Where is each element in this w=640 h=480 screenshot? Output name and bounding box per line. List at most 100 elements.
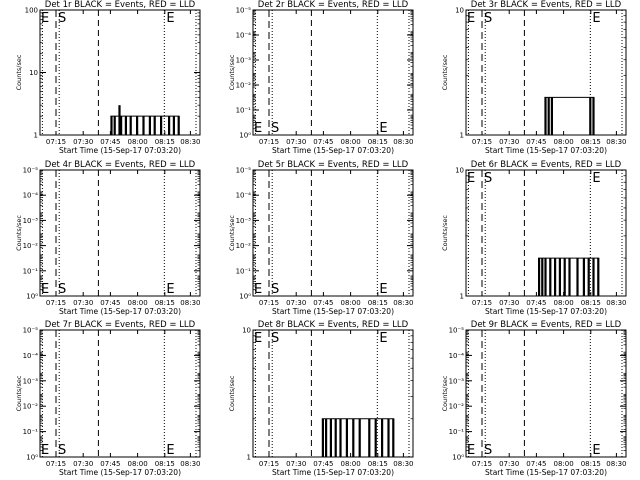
event-bar [358, 418, 361, 457]
y-tick-label: 10⁰ [26, 454, 38, 462]
x-tick-label: 08:30 [606, 460, 626, 468]
event-bar [110, 116, 113, 135]
marker-label: S [271, 121, 279, 136]
x-tick-label: 08:15 [581, 138, 601, 146]
x-tick-label: 07:15 [46, 138, 66, 146]
plot-frame [39, 329, 201, 458]
event-bar [538, 258, 541, 296]
plot-frame [252, 329, 414, 458]
x-tick-label: 07:15 [46, 460, 66, 468]
y-tick-label: 10⁻³ [23, 377, 39, 385]
event-bar [334, 418, 337, 457]
marker-label: S [484, 11, 492, 26]
x-tick-label: 07:45 [313, 460, 333, 468]
x-axis-label: Start Time (15-Sep-17 07:03:20) [59, 146, 181, 155]
y-axis-label: Counts/sec [441, 54, 449, 90]
x-axis-label: Start Time (15-Sep-17 07:03:20) [485, 307, 607, 316]
event-bar [589, 97, 592, 135]
event-bar [597, 258, 600, 296]
plot-frame [252, 169, 414, 297]
panel-title: Det 5r BLACK = Events, RED = LLD [258, 160, 409, 170]
y-tick-label: 1 [460, 132, 464, 140]
x-tick-label: 08:30 [180, 299, 200, 307]
y-tick-label: 10⁻⁵ [449, 327, 465, 335]
y-tick-label: 10⁻¹ [23, 428, 39, 436]
marker-label: S [58, 282, 66, 297]
event-bar [339, 418, 342, 457]
y-axis-label: Counts/sec [228, 375, 236, 411]
event-bar [118, 105, 121, 135]
y-tick-label: 10 [242, 327, 251, 335]
y-tick-label: 10⁻⁴ [236, 192, 252, 200]
event-bar [160, 116, 163, 135]
marker-label: E [379, 331, 387, 346]
marker-label: E [166, 443, 174, 458]
x-tick-label: 08:00 [341, 460, 361, 468]
marker-label: E [166, 282, 174, 297]
y-tick-label: 10⁻² [449, 403, 465, 411]
x-tick-label: 07:30 [286, 460, 306, 468]
x-tick-label: 08:00 [341, 138, 361, 146]
event-bar [587, 258, 590, 296]
x-tick-label: 08:30 [393, 460, 413, 468]
event-bar [392, 418, 395, 457]
x-tick-label: 07:45 [313, 299, 333, 307]
detector-panel: Det 2r BLACK = Events, RED = LLD 07:15 07:… [228, 0, 414, 155]
y-axis-label: Counts/sec [15, 54, 23, 90]
event-bar [374, 418, 377, 457]
x-axis-label: Start Time (15-Sep-17 07:03:20) [59, 307, 181, 316]
x-tick-label: 08:15 [368, 460, 388, 468]
x-tick-label: 08:15 [155, 460, 175, 468]
y-tick-label: 10⁰ [26, 293, 38, 301]
x-tick-label: 07:30 [286, 299, 306, 307]
event-bar [352, 418, 355, 457]
marker-label: E [467, 171, 475, 186]
y-tick-label: 10⁻¹ [23, 267, 39, 275]
x-tick-label: 08:00 [128, 138, 148, 146]
y-tick-label: 1 [34, 132, 38, 140]
marker-label: S [271, 282, 279, 297]
panel-title: Det 7r BLACK = Events, RED = LLD [45, 320, 196, 330]
panel-title: Det 4r BLACK = Events, RED = LLD [45, 160, 196, 170]
y-tick-label: 1 [460, 293, 464, 301]
detector-panel: Det 6r BLACK = Events, RED = LLD 07:15 07:… [441, 160, 627, 316]
x-tick-label: 08:15 [155, 299, 175, 307]
x-tick-label: 08:30 [606, 138, 626, 146]
x-tick-label: 08:30 [180, 460, 200, 468]
marker-label: E [467, 11, 475, 26]
event-bar [321, 418, 324, 457]
x-tick-label: 07:15 [46, 299, 66, 307]
event-bar [381, 418, 384, 457]
x-tick-label: 07:30 [286, 138, 306, 146]
x-tick-label: 07:45 [526, 138, 546, 146]
event-bar [592, 258, 595, 296]
event-bar [544, 97, 547, 135]
y-tick-label: 10 [29, 69, 38, 77]
x-tick-label: 07:15 [259, 299, 279, 307]
event-bar [329, 418, 332, 457]
plot-frame [252, 9, 414, 136]
detector-panel: Det 9r BLACK = Events, RED = LLD 07:15 07:… [441, 320, 627, 477]
y-tick-label: 1 [247, 454, 251, 462]
event-bar [558, 258, 561, 296]
marker-label: E [41, 443, 49, 458]
marker-label: E [254, 282, 262, 297]
y-tick-label: 10⁻³ [449, 377, 465, 385]
x-tick-label: 08:15 [368, 299, 388, 307]
x-tick-label: 08:00 [554, 460, 574, 468]
event-bar [345, 418, 348, 457]
panel-title: Det 3r BLACK = Events, RED = LLD [471, 0, 622, 10]
y-tick-label: 10⁻² [23, 403, 39, 411]
event-bar [550, 97, 553, 135]
x-tick-label: 07:30 [499, 138, 519, 146]
y-axis-label: Counts/sec [15, 215, 23, 251]
event-bar [592, 97, 595, 135]
plot-frame [465, 329, 627, 458]
detector-panel: Det 8r BLACK = Events, RED = LLD 07:15 07:… [228, 320, 414, 477]
event-bar [142, 116, 145, 135]
x-tick-label: 08:00 [554, 138, 574, 146]
y-axis-label: Counts/sec [228, 215, 236, 251]
y-tick-label: 100 [25, 7, 38, 15]
y-tick-label: 10⁻⁵ [23, 327, 39, 335]
x-tick-label: 07:15 [259, 138, 279, 146]
